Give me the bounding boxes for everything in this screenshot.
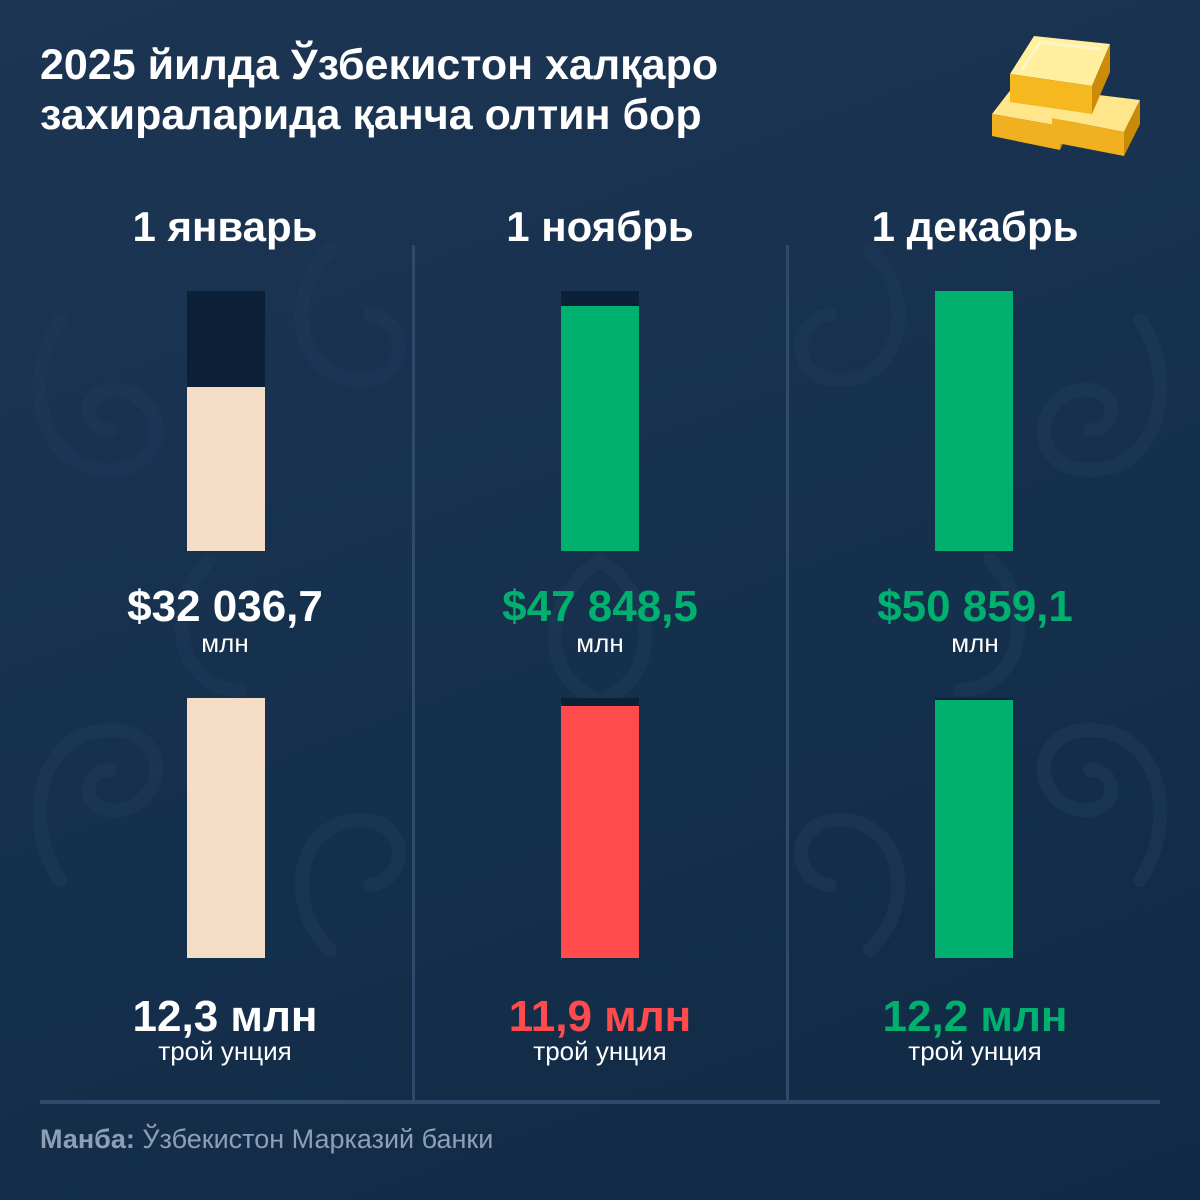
usd-bar-track-2: [561, 291, 639, 551]
oz-value-3: 12,2 млн: [882, 992, 1068, 1041]
oz-bar-3: [935, 700, 1013, 958]
usd-unit-3: млн: [951, 628, 999, 658]
column-date-3: 1 декабрь: [871, 203, 1079, 250]
usd-bar-1: [187, 387, 265, 551]
usd-unit-1: млн: [201, 628, 249, 658]
usd-bar-2: [561, 306, 639, 551]
usd-bar-track-1: [187, 291, 265, 551]
usd-value-2: $47 848,5: [502, 582, 698, 631]
column-date-1: 1 январь: [132, 203, 318, 250]
oz-unit-1: трой унция: [158, 1036, 292, 1066]
oz-value-2: 11,9 млн: [508, 992, 692, 1041]
usd-bar-track-3: [935, 291, 1013, 551]
title-line-1: 2025 йилда Ўзбекистон халқаро: [40, 41, 719, 89]
oz-unit-3: трой унция: [908, 1036, 1042, 1066]
gold-bars-icon: [992, 36, 1140, 156]
oz-bar-track-1: [187, 698, 265, 958]
oz-value-1: 12,3 млн: [132, 992, 318, 1041]
oz-bar-1: [187, 698, 265, 958]
oz-unit-2: трой унция: [533, 1036, 667, 1066]
source-text: Ўзбекистон Марказий банки: [142, 1124, 494, 1154]
oz-bar-track-2: [561, 698, 639, 958]
source-note: Манба: Ўзбекистон Марказий банки: [40, 1124, 493, 1155]
usd-value-3: $50 859,1: [877, 582, 1073, 631]
column-divider-1: [412, 245, 415, 1103]
oz-bar-track-3: [935, 698, 1013, 958]
footer-divider: [40, 1100, 1160, 1104]
column-date-2: 1 ноябрь: [506, 203, 694, 250]
usd-bar-3: [935, 291, 1013, 551]
source-label: Манба:: [40, 1124, 135, 1154]
page-title: 2025 йилда Ўзбекистон халқаро захиралари…: [40, 40, 940, 140]
oz-bar-2: [561, 706, 639, 958]
usd-value-1: $32 036,7: [127, 582, 323, 631]
column-divider-2: [786, 245, 789, 1103]
title-line-2: захираларида қанча олтин бор: [40, 91, 702, 139]
usd-unit-2: млн: [576, 628, 624, 658]
